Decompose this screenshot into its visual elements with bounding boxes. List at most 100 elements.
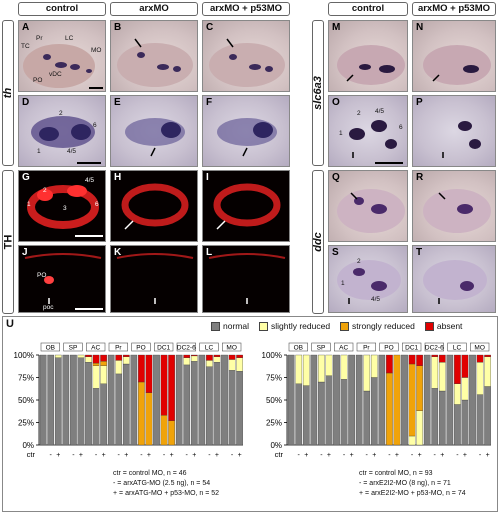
group-bracket: [63, 342, 83, 352]
panel-A-image: [23, 44, 95, 88]
panel-K-image: [116, 253, 194, 304]
y-tick-label: 0%: [270, 441, 282, 450]
bar-label: -: [411, 452, 414, 459]
bar-segment: [213, 362, 221, 446]
chart-right: 0%25%50%75%100%OB- +SP- +AC- +Pr- +PO- +DC1- +…: [262, 342, 491, 459]
panel-R: R: [412, 170, 496, 242]
header-control-right: control: [328, 2, 408, 16]
panel-L-image: [208, 253, 286, 304]
bar-label: -: [140, 452, 143, 459]
group-bracket: [86, 342, 106, 352]
bar-segment: [138, 354, 145, 383]
panel-S-image: [337, 260, 401, 304]
bar-segment: [393, 354, 401, 446]
bar-segment: [39, 354, 47, 446]
group-bracket: [379, 342, 399, 352]
y-tick-label: 25%: [18, 419, 34, 428]
scale-bar: [75, 235, 103, 237]
header-arxmo-p53mo-right: arxMO + p53MO: [412, 2, 496, 16]
bar-segment: [198, 354, 206, 446]
bar-label: -: [186, 452, 189, 459]
bar-segment: [92, 365, 100, 389]
legend-normal: normal: [211, 321, 249, 331]
bar-segment: [183, 354, 191, 358]
group-bracket: [334, 342, 354, 352]
scale-bar: [77, 162, 101, 164]
bar-segment: [386, 372, 393, 446]
group-bracket: [402, 342, 422, 352]
bar-label: -: [298, 452, 301, 459]
bar-label: +: [56, 452, 60, 459]
panel-D: D 2 6 1 4/5: [18, 95, 106, 167]
bar-segment: [438, 362, 446, 392]
panel-C: C: [202, 20, 290, 92]
panel-P-image: [442, 121, 481, 158]
panel-Q: Q: [328, 170, 408, 242]
bar-segment: [100, 361, 107, 366]
bar-segment: [213, 354, 221, 357]
bar-segment: [70, 354, 77, 446]
panel-M-image: [337, 45, 405, 85]
panel-F: F: [202, 95, 290, 167]
bar-segment: [236, 357, 243, 372]
bar-segment: [363, 390, 371, 446]
group-label: LC: [205, 345, 214, 352]
bar-segment: [370, 354, 378, 378]
bar-segment: [100, 354, 107, 362]
group-bracket: [447, 342, 467, 352]
group-bracket: [356, 342, 376, 352]
group-label: MO: [226, 345, 236, 352]
bar-segment: [77, 357, 85, 446]
bar-segment: [416, 365, 423, 411]
bar-segment: [484, 386, 491, 446]
bar-segment: [370, 377, 378, 446]
group-label: DC2-6: [177, 345, 196, 352]
bar-label: -: [456, 452, 459, 459]
bar-segment: [363, 354, 371, 392]
bar-segment: [168, 420, 175, 446]
group-bracket: [222, 342, 242, 352]
header-control-left: control: [18, 2, 106, 16]
group-bracket: [199, 342, 219, 352]
panel-N: N: [412, 20, 496, 92]
bar-label: -: [163, 452, 166, 459]
panel-T-image: [423, 260, 487, 304]
bar-segment: [77, 354, 85, 358]
bar-label: -: [72, 452, 75, 459]
bar-segment: [438, 390, 446, 446]
chart-legend: normal slightly reduced strongly reduced…: [211, 321, 462, 331]
bar-segment: [423, 354, 431, 446]
bar-segment: [476, 394, 484, 446]
bar-label: +: [124, 452, 128, 459]
group-label: Pr: [363, 345, 370, 352]
bar-segment: [401, 354, 408, 446]
bar-segment: [302, 385, 310, 446]
bar-segment: [107, 354, 115, 446]
group-label: AC: [91, 345, 100, 352]
panel-H: H: [110, 170, 198, 242]
group-label: DC1: [405, 345, 418, 352]
bar-segment: [310, 354, 318, 446]
y-tick-label: 100%: [14, 351, 34, 360]
group-label: MO: [474, 345, 484, 352]
bar-label: +: [463, 452, 467, 459]
panel-I: I: [202, 170, 290, 242]
ctr-label: ctr: [27, 450, 36, 459]
bar-segment: [333, 354, 340, 446]
group-label: DC2-6: [425, 345, 444, 352]
bar-segment: [228, 354, 236, 360]
bar-segment: [115, 373, 123, 446]
group-label: Pr: [115, 345, 122, 352]
bar-label: +: [192, 452, 196, 459]
bar-label: -: [50, 452, 53, 459]
legend-strongly-reduced: strongly reduced: [340, 321, 415, 331]
bar-segment: [85, 362, 92, 446]
bar-label: -: [118, 452, 121, 459]
bar-segment: [221, 354, 228, 446]
bar-segment: [325, 354, 333, 376]
y-tick-label: 50%: [266, 396, 282, 405]
bar-segment: [85, 354, 92, 357]
panel-C-image: [209, 38, 285, 87]
scale-bar: [75, 308, 103, 310]
bar-segment: [145, 392, 153, 446]
